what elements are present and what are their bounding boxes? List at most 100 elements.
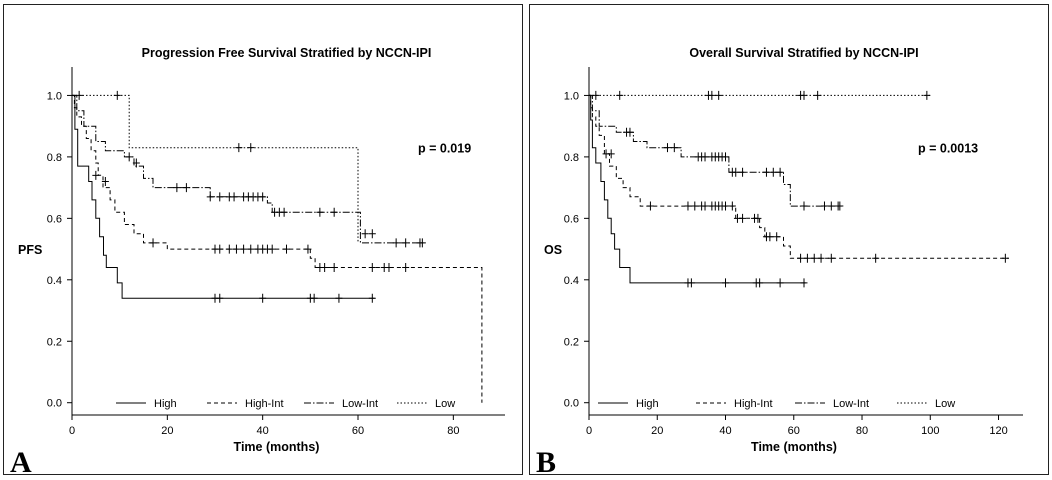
censor-mark-high-int (872, 253, 880, 263)
x-tick-label: 20 (651, 425, 663, 437)
censor-mark-high-int (701, 201, 709, 211)
x-tick-label: 0 (69, 425, 75, 437)
legend-label-low-int: Low-Int (342, 398, 378, 410)
censor-mark-low-int (173, 183, 181, 193)
censor-mark-low-int (392, 238, 400, 248)
censor-mark-high-int (766, 232, 774, 242)
censor-mark-low-int (827, 201, 835, 211)
x-axis-label: Time (months) (234, 440, 320, 454)
panel-a-label: A (10, 446, 32, 479)
censor-mark-low (814, 90, 822, 100)
censor-mark-low-int (361, 229, 369, 239)
x-tick-label: 120 (989, 425, 1007, 437)
censor-mark-high-int (402, 263, 410, 273)
legend-label-high-int: High-Int (734, 398, 773, 410)
pfs-chart: Progression Free Survival Stratified by … (18, 46, 505, 454)
censor-mark-high-int (92, 170, 100, 180)
p-value-annotation: p = 0.019 (418, 142, 471, 156)
x-tick-label: 80 (447, 425, 459, 437)
chart-title: Progression Free Survival Stratified by … (142, 46, 432, 60)
survival-curve-low-int (589, 94, 842, 207)
censor-mark-low (592, 90, 600, 100)
legend-label-high: High (154, 398, 177, 410)
censor-mark-high-int (754, 213, 762, 223)
chart-title: Overall Survival Stratified by NCCN-IPI (689, 46, 918, 60)
censor-mark-high (687, 278, 695, 288)
censor-mark-high-int (797, 253, 805, 263)
legend-label-low-int: Low-Int (833, 398, 869, 410)
x-tick-label: 40 (719, 425, 731, 437)
y-tick-label: 1.0 (564, 90, 579, 102)
survival-curve-low (72, 94, 359, 243)
legend-label-high: High (636, 398, 659, 410)
p-value-annotation: p = 0.0013 (918, 142, 978, 156)
x-tick-label: 0 (586, 425, 592, 437)
survival-curve-low-int (72, 94, 425, 244)
y-tick-label: 1.0 (47, 90, 62, 102)
censor-mark-low-int (259, 192, 267, 202)
survival-curve-high-int (589, 94, 1009, 259)
censor-mark-high-int (810, 253, 818, 263)
censor-mark-high-int (773, 232, 781, 242)
censor-mark-low-int (836, 201, 844, 211)
censor-mark-low (235, 143, 243, 153)
censor-mark-high-int (268, 244, 276, 254)
censor-mark-low-int (739, 167, 747, 177)
legend-label-high-int: High-Int (245, 398, 284, 410)
censor-mark-high (310, 293, 318, 303)
censor-mark-high (259, 293, 267, 303)
censor-mark-low-int (125, 152, 133, 162)
censor-mark-high (800, 278, 808, 288)
censor-mark-low-int (800, 201, 808, 211)
censor-mark-low-int (206, 192, 214, 202)
y-tick-label: 0.8 (47, 152, 62, 164)
censor-mark-high-int (817, 253, 825, 263)
censor-mark-low (715, 90, 723, 100)
censor-mark-low-int (762, 167, 770, 177)
censor-mark-high-int (1001, 253, 1009, 263)
y-tick-label: 0.2 (47, 336, 62, 348)
censor-mark-low (247, 143, 255, 153)
os-chart: Overall Survival Stratified by NCCN-IPI 0… (544, 46, 1023, 454)
censor-mark-high-int (722, 201, 730, 211)
x-tick-label: 100 (921, 425, 939, 437)
censor-mark-high-int (827, 253, 835, 263)
censor-mark-high-int (283, 244, 290, 254)
x-tick-label: 60 (352, 425, 364, 437)
censor-mark-low-int (280, 207, 288, 217)
x-tick-label: 80 (856, 425, 868, 437)
y-tick-label: 0.8 (564, 152, 579, 164)
censor-mark-low-int (216, 192, 224, 202)
censor-mark-high-int (368, 263, 376, 273)
y-tick-label: 0.0 (564, 398, 579, 410)
censor-mark-high-int (728, 201, 736, 211)
censor-mark-high-int (101, 176, 109, 186)
censor-mark-low-int (732, 167, 740, 177)
censor-mark-high-int (240, 244, 248, 254)
censor-mark-high-int (149, 238, 157, 248)
survival-curve-high (72, 94, 375, 299)
censor-mark-low (113, 90, 121, 100)
x-axis-label: Time (months) (751, 440, 837, 454)
censor-mark-high (756, 278, 764, 288)
censor-mark-low-int (663, 143, 671, 153)
censor-mark-high-int (739, 213, 747, 223)
legend-label-low: Low (435, 398, 455, 410)
censor-mark-high-int (225, 244, 233, 254)
censor-mark-high-int (803, 253, 811, 263)
censor-mark-high (722, 278, 730, 288)
x-tick-label: 20 (161, 425, 173, 437)
censor-mark-high-int (247, 244, 255, 254)
y-tick-label: 0.0 (47, 398, 62, 410)
censor-mark-low-int (722, 152, 730, 162)
censor-mark-low-int (316, 207, 324, 217)
y-tick-label: 0.2 (564, 336, 579, 348)
censor-mark-low-int (402, 238, 410, 248)
censor-mark-low-int (670, 143, 678, 153)
censor-mark-low-int (769, 167, 777, 177)
y-axis-label: PFS (18, 243, 42, 257)
censor-mark-high (216, 293, 224, 303)
y-axis-label: OS (544, 243, 562, 257)
panel-b: Overall Survival Stratified by NCCN-IPI 0… (529, 4, 1049, 479)
panel-a: Progression Free Survival Stratified by … (3, 4, 523, 479)
